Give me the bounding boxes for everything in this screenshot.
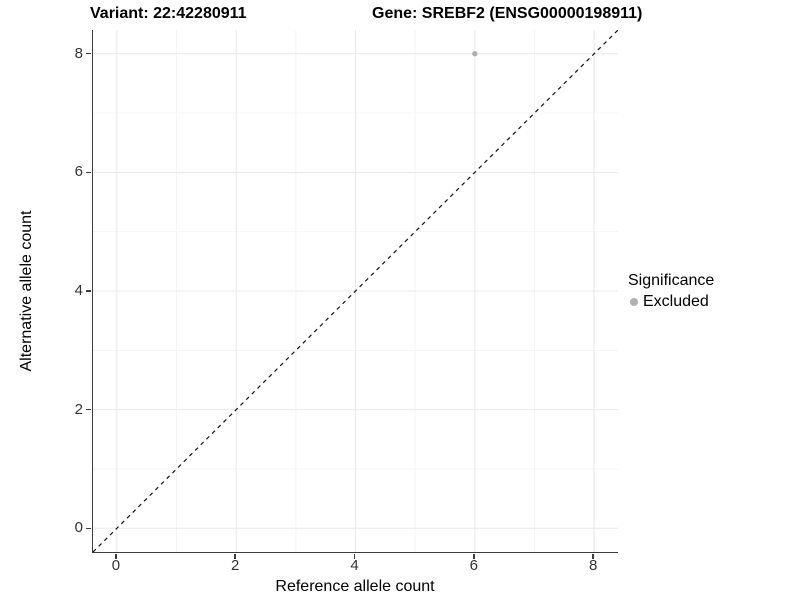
x-tick-mark xyxy=(592,553,594,559)
x-tick-label: 2 xyxy=(231,557,240,574)
y-tick-mark xyxy=(85,290,91,292)
y-tick-label: 8 xyxy=(74,44,83,62)
y-tick-label: 2 xyxy=(74,400,83,418)
legend: Significance Excluded xyxy=(628,272,714,311)
legend-key-circle-icon xyxy=(630,298,638,306)
legend-title: Significance xyxy=(628,272,715,289)
x-tick-mark xyxy=(234,553,236,559)
gene-title: Gene: SREBF2 (ENSG00000198911) xyxy=(372,5,643,22)
y-tick-mark xyxy=(85,171,91,174)
legend-item: Excluded xyxy=(628,293,714,311)
x-tick-mark xyxy=(353,553,356,559)
plot-canvas xyxy=(93,30,618,552)
x-tick-label: 8 xyxy=(588,557,598,574)
x-tick-label: 0 xyxy=(111,557,121,574)
x-tick-mark xyxy=(473,553,475,559)
y-tick-label: 6 xyxy=(74,163,83,181)
y-axis-title: Alternative allele count xyxy=(18,210,35,372)
variant-title: Variant: 22:42280911 xyxy=(90,5,247,22)
y-tick-mark xyxy=(85,527,91,530)
x-axis-title: Reference allele count xyxy=(275,578,435,595)
x-tick-label: 6 xyxy=(469,557,478,574)
legend-item-label: Excluded xyxy=(643,293,709,310)
identity-reference-line xyxy=(93,30,618,552)
y-tick-label: 4 xyxy=(74,282,83,299)
y-tick-label: 0 xyxy=(74,519,83,537)
data-point xyxy=(472,51,478,57)
x-tick-mark xyxy=(115,553,117,559)
legend-items: Excluded xyxy=(628,293,714,311)
y-tick-mark xyxy=(85,408,91,411)
plot-panel xyxy=(92,30,618,553)
x-tick-label: 4 xyxy=(350,557,359,574)
y-tick-mark xyxy=(85,52,91,55)
